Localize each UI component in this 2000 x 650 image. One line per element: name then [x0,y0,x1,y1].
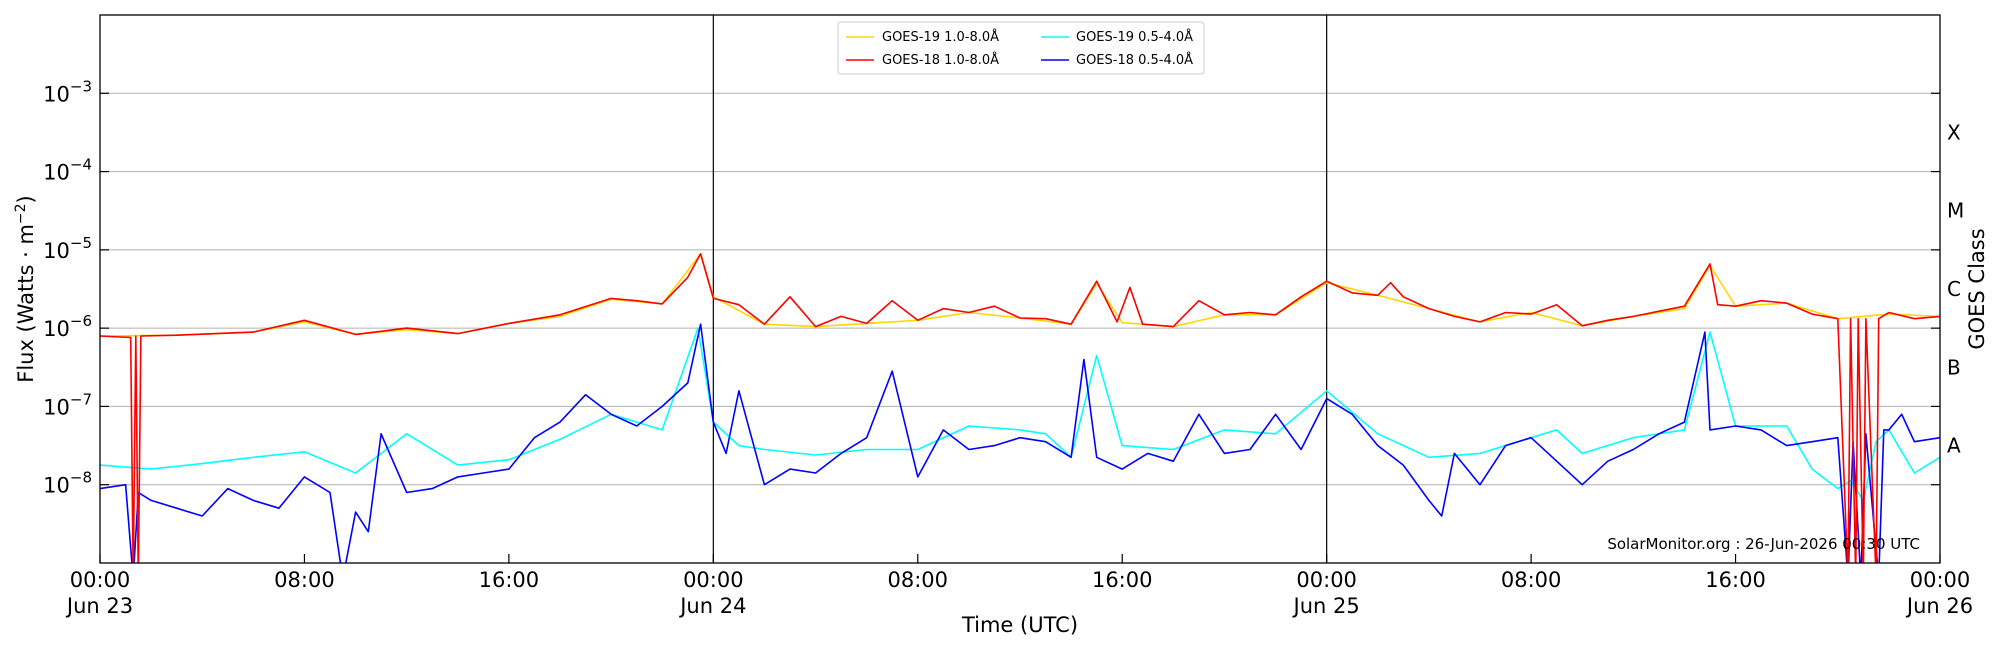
y-tick-label-1: 10−7 [43,390,92,419]
legend-label-goes19-long: GOES-19 1.0-8.0Å [882,29,999,45]
y-tick-label-5: 10−3 [43,77,92,106]
day-boundary-lines [712,15,1328,563]
plot-frame [99,14,1941,564]
goes-class-A: A [1947,434,1961,458]
y-tick-label-4: 10−4 [43,156,92,185]
goes-class-B: B [1947,355,1961,379]
goes-class-M: M [1947,199,1964,223]
credit-text: SolarMonitor.org : 26-Jun-2026 00:30 UTC [1607,535,1920,553]
goes-class-X: X [1947,120,1961,144]
x-tick-time-5: 16:00 [1092,568,1153,592]
series-line-3 [100,323,1940,563]
x-tick-date-0: Jun 23 [65,594,133,618]
legend-box [837,21,1205,75]
series-line-1 [100,253,1940,563]
x-tick-time-2: 16:00 [479,568,540,592]
y-axis-ticks: 10−8 10−7 10−6 10−5 10−4 10−3 [43,77,1940,498]
goes-class-C: C [1947,277,1961,301]
x-tick-time-8: 16:00 [1705,568,1766,592]
x-tick-date-3: Jun 24 [678,594,746,618]
x-tick-date-9: Jun 26 [1905,594,1973,618]
x-tick-time-0: 00:00 [70,568,131,592]
x-axis-label: Time (UTC) [961,613,1078,637]
legend-label-goes18-long: GOES-18 1.0-8.0Å [882,52,999,68]
y-tick-label-2: 10−6 [43,312,92,341]
x-tick-date-6: Jun 25 [1292,594,1360,618]
x-tick-time-9: 00:00 [1910,568,1971,592]
y-axis-label: Flux (Watts · m−2) [13,195,38,383]
x-tick-time-7: 08:00 [1501,568,1562,592]
legend-label-goes18-short: GOES-18 0.5-4.0Å [1076,52,1193,68]
y-tick-label-3: 10−5 [43,234,92,263]
series-line-2 [100,327,1940,502]
right-axis-label: GOES Class [1965,228,1989,349]
legend-label-goes19-short: GOES-19 0.5-4.0Å [1076,29,1193,45]
goes-class-labels: A B C M X [1947,120,1964,457]
x-tick-time-3: 00:00 [683,568,744,592]
x-tick-time-4: 08:00 [888,568,949,592]
series-lines [100,253,1940,563]
legend: GOES-19 1.0-8.0Å GOES-18 1.0-8.0Å GOES-1… [837,21,1205,75]
y-tick-label-0: 10−8 [43,469,92,498]
x-tick-time-6: 00:00 [1296,568,1357,592]
x-tick-time-1: 08:00 [274,568,335,592]
plot-background [100,15,1940,563]
